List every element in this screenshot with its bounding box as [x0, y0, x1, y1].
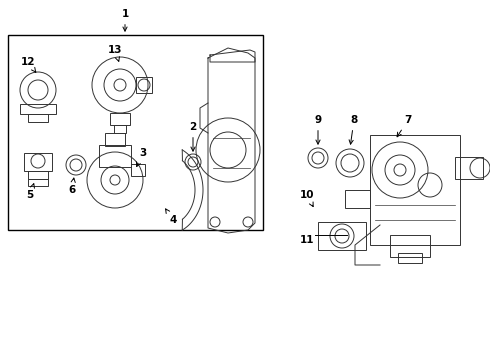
Text: 6: 6: [69, 178, 75, 195]
Bar: [136, 77, 152, 93]
Bar: [318, 222, 366, 250]
Bar: [455, 157, 483, 179]
Bar: [105, 133, 125, 146]
Bar: [20, 104, 56, 114]
Bar: [390, 235, 430, 257]
Text: 4: 4: [166, 209, 177, 225]
Bar: [398, 253, 422, 263]
Text: 10: 10: [300, 190, 314, 207]
Text: 5: 5: [26, 184, 34, 200]
Text: 8: 8: [349, 115, 358, 144]
Bar: [99, 145, 131, 167]
Bar: [28, 114, 48, 122]
Text: 12: 12: [21, 57, 36, 72]
Text: 9: 9: [315, 115, 321, 144]
Bar: [110, 113, 130, 125]
Bar: [114, 125, 126, 133]
Text: 3: 3: [137, 148, 147, 167]
Bar: [131, 164, 145, 176]
Bar: [28, 179, 48, 186]
Bar: [370, 135, 460, 245]
Text: 13: 13: [108, 45, 122, 61]
Text: 7: 7: [397, 115, 412, 137]
Text: 11: 11: [300, 235, 314, 245]
Bar: [28, 171, 48, 179]
Bar: [8, 35, 263, 230]
Text: 2: 2: [189, 122, 196, 151]
Bar: [345, 190, 370, 208]
Text: 1: 1: [122, 9, 129, 31]
Bar: [24, 153, 52, 171]
